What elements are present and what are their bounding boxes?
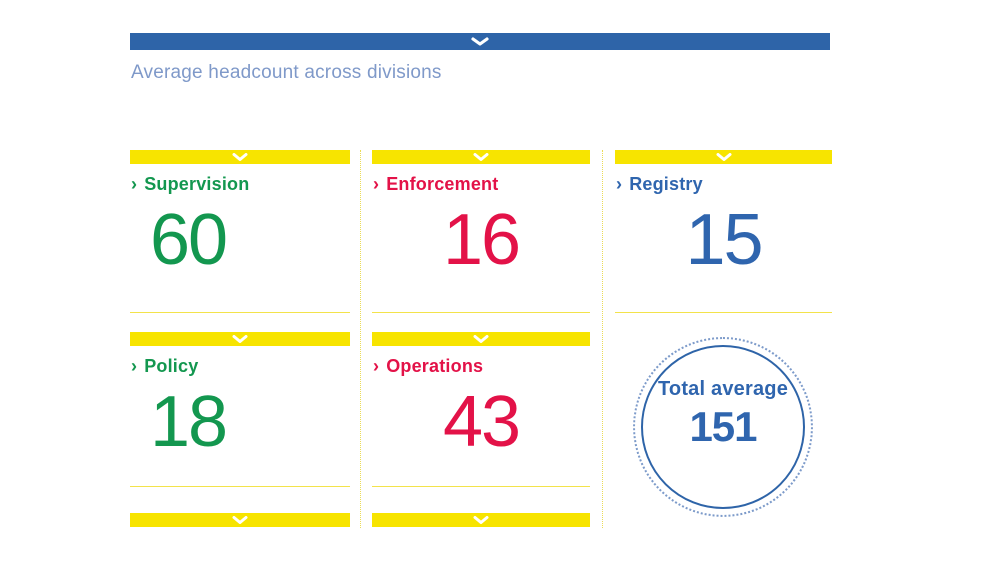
card-collapse-bar[interactable] — [130, 150, 350, 164]
row-separator — [615, 312, 832, 313]
chevron-down-icon — [232, 153, 248, 161]
card-value: 16 — [442, 200, 521, 280]
row-separator — [130, 486, 350, 487]
total-average-circle: Total average 151 — [641, 345, 805, 509]
card-title: › Policy — [130, 356, 350, 377]
row-separator — [372, 486, 590, 487]
card-title: › Registry — [615, 174, 832, 195]
card-supervision: › Supervision 60 — [130, 150, 350, 276]
chevron-down-icon — [471, 37, 489, 46]
column-separator — [602, 150, 603, 528]
card-label: Enforcement — [386, 174, 499, 194]
card-registry: › Registry 15 — [615, 150, 832, 276]
card-value: 60 — [150, 200, 228, 280]
card-value: 43 — [442, 382, 521, 462]
card-label: Supervision — [144, 174, 250, 194]
row-separator — [372, 312, 590, 313]
card-title: › Supervision — [130, 174, 350, 195]
card-collapse-bar[interactable] — [130, 332, 350, 346]
chevron-right-marker: › — [616, 174, 623, 194]
chevron-right-marker: › — [373, 174, 380, 194]
card-collapse-bar[interactable] — [615, 150, 832, 164]
card-collapse-bar[interactable] — [372, 150, 590, 164]
card-label: Registry — [629, 174, 703, 194]
chevron-right-marker: › — [131, 174, 138, 194]
card-collapse-bar[interactable] — [372, 332, 590, 346]
card-title: › Operations — [372, 356, 590, 377]
chevron-down-icon — [232, 516, 248, 524]
card-value: 15 — [685, 200, 763, 280]
total-average-badge: Total average 151 — [633, 337, 813, 517]
chevron-down-icon — [473, 153, 489, 161]
column-separator — [360, 150, 361, 528]
chevron-down-icon — [473, 335, 489, 343]
chevron-down-icon — [232, 335, 248, 343]
section-collapse-bar[interactable] — [130, 33, 830, 50]
card-label: Operations — [386, 356, 484, 376]
page-subtitle: Average headcount across divisions — [131, 62, 442, 83]
card-operations: › Operations 43 — [372, 332, 590, 458]
chevron-down-icon — [473, 516, 489, 524]
card-enforcement: › Enforcement 16 — [372, 150, 590, 276]
card-policy: › Policy 18 — [130, 332, 350, 458]
chevron-right-marker: › — [373, 356, 380, 376]
card-label: Policy — [144, 356, 199, 376]
card-collapse-bar[interactable] — [372, 513, 590, 527]
row-separator — [130, 312, 350, 313]
card-title: › Enforcement — [372, 174, 590, 195]
card-collapse-bar[interactable] — [130, 513, 350, 527]
chevron-right-marker: › — [131, 356, 138, 376]
total-average-value: 151 — [689, 402, 757, 450]
card-value: 18 — [150, 382, 228, 462]
total-average-label: Total average — [657, 377, 789, 400]
chevron-down-icon — [716, 153, 731, 161]
